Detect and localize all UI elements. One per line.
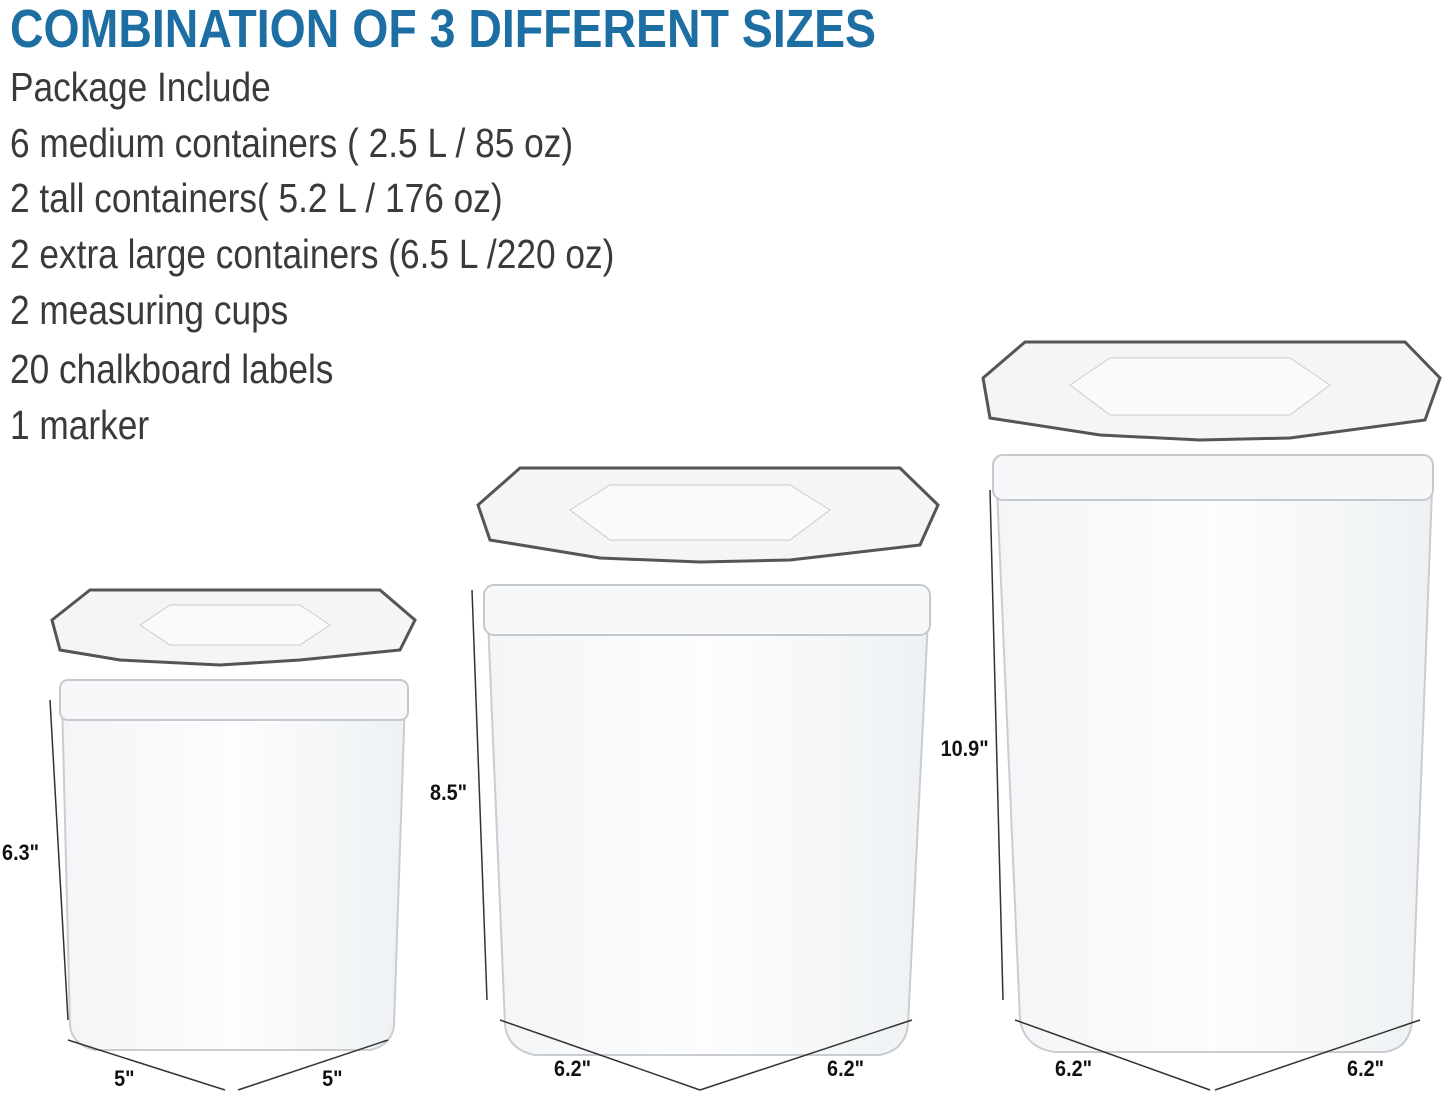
package-item: 20 chalkboard labels (10, 346, 334, 392)
dimension-lines (49, 489, 1421, 1091)
medium-depth-label: 6.2" (827, 1056, 864, 1081)
small-height-label: 6.3" (2, 840, 39, 865)
large-depth-label: 6.2" (1347, 1056, 1384, 1081)
page-title: COMBINATION OF 3 DIFFERENT SIZES (10, 0, 877, 59)
small-width-label: 5" (114, 1066, 135, 1091)
medium-width-label: 6.2" (554, 1056, 591, 1081)
package-item: 2 measuring cups (10, 287, 289, 333)
small-container (50, 588, 417, 1051)
package-item: 2 extra large containers (6.5 L /220 oz) (10, 231, 615, 277)
large-height-label: 10.9" (940, 736, 989, 761)
large-width-label: 6.2" (1055, 1056, 1092, 1081)
medium-container (476, 466, 940, 1056)
small-depth-label: 5" (322, 1066, 343, 1091)
package-item: 1 marker (10, 402, 150, 448)
large-container (981, 340, 1442, 1053)
package-item: 6 medium containers ( 2.5 L / 85 oz) (10, 120, 574, 166)
small-lid (50, 588, 417, 667)
package-item: 2 tall containers( 5.2 L / 176 oz) (10, 175, 503, 221)
large-lid (981, 340, 1442, 442)
medium-lid (476, 466, 940, 564)
medium-height-label: 8.5" (430, 780, 467, 805)
package-heading: Package Include (10, 64, 271, 110)
